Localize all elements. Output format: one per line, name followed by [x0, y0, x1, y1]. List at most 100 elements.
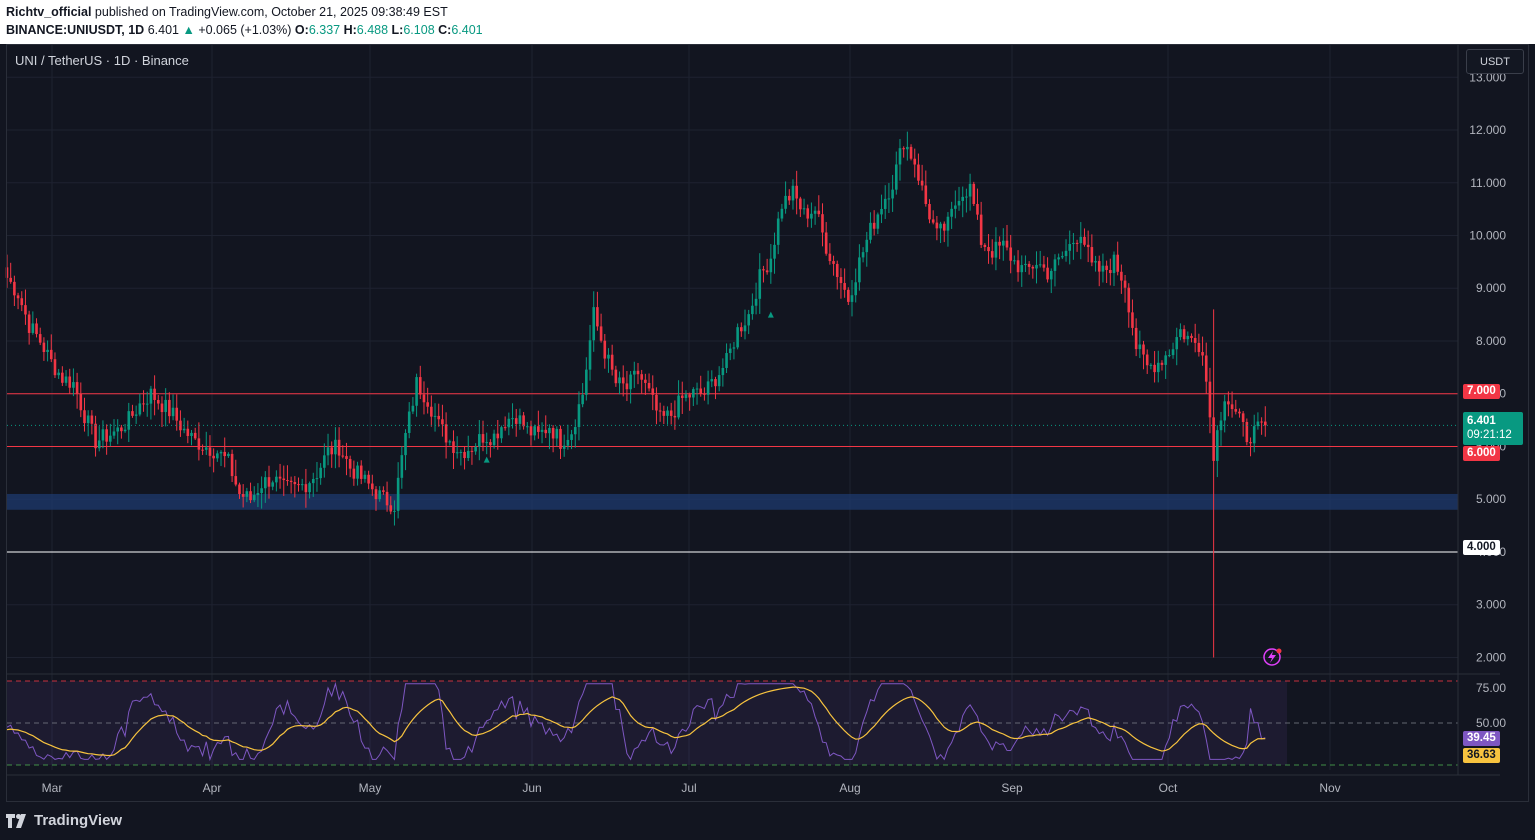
level-label-6: 6.000: [1463, 446, 1500, 461]
candle-body: [13, 281, 16, 296]
candle-body: [83, 410, 86, 424]
candle-body: [1182, 329, 1186, 340]
candle-body: [197, 438, 201, 450]
candle-body: [1193, 338, 1197, 343]
candle-body: [426, 402, 429, 407]
price-chart[interactable]: 13.00012.00011.00010.0009.0008.0007.0006…: [0, 0, 1535, 805]
candle-body: [219, 451, 223, 454]
candle-body: [1153, 364, 1156, 373]
change-arrow-icon: ▲: [182, 23, 195, 37]
candle-body: [286, 480, 289, 482]
candle-body: [1164, 355, 1167, 365]
candle-body: [46, 349, 49, 353]
candle-body: [418, 377, 422, 395]
candle-body: [1142, 344, 1145, 355]
candle-body: [998, 241, 1001, 246]
ohlc-line: BINANCE:UNIUSDT, 1D 6.401 ▲ +0.065 (+1.0…: [6, 23, 483, 37]
candle-body: [533, 426, 536, 436]
candle-body: [389, 505, 393, 512]
candle-body: [1249, 442, 1252, 444]
candle-body: [813, 210, 817, 214]
price-tick-label: 10.000: [1469, 229, 1506, 243]
candle-body: [728, 348, 732, 354]
candle-body: [1204, 355, 1208, 382]
candle-body: [489, 442, 492, 446]
candle-body: [677, 395, 680, 418]
candle-body: [289, 480, 293, 483]
candle-body: [835, 263, 839, 278]
candle-body: [94, 423, 97, 449]
candle-body: [382, 490, 385, 492]
candle-body: [404, 432, 407, 456]
candle-body: [655, 394, 658, 411]
candle-body: [931, 219, 935, 223]
time-tick-label: Aug: [839, 781, 860, 795]
candle-body: [160, 403, 164, 413]
candle-body: [854, 282, 857, 296]
candle-body: [747, 314, 750, 326]
candle-body: [824, 232, 828, 254]
candle-body: [614, 369, 618, 384]
candle-body: [821, 214, 824, 233]
candle-body: [212, 455, 215, 459]
candle-body: [1094, 261, 1097, 263]
candle-body: [223, 451, 227, 457]
candle-body: [315, 478, 319, 480]
candle-body: [832, 261, 835, 264]
close-label: C:: [438, 23, 452, 37]
candle-body: [954, 205, 957, 209]
price-tick-label: 8.000: [1476, 334, 1506, 348]
candle-body: [636, 370, 640, 375]
candle-body: [1105, 265, 1108, 270]
candle-body: [666, 410, 669, 416]
author-name[interactable]: Richtv_official: [6, 5, 92, 19]
candle-body: [16, 295, 20, 299]
candle-body: [252, 495, 256, 501]
candle-body: [385, 491, 389, 506]
price-tick-label: 5.000: [1476, 492, 1506, 506]
candle-body: [990, 251, 994, 258]
candle-body: [669, 410, 673, 416]
candle-body: [503, 427, 507, 429]
candle-body: [1005, 240, 1009, 248]
candle-body: [216, 453, 219, 459]
currency-button[interactable]: USDT: [1466, 49, 1524, 74]
candle-body: [179, 420, 182, 431]
price-tick-label: 3.000: [1476, 598, 1506, 612]
tradingview-logo[interactable]: TradingView: [6, 812, 122, 829]
candle-body: [1068, 244, 1072, 251]
candle-body: [1072, 242, 1075, 245]
candle-body: [134, 414, 138, 416]
rsi-ma-badge: 36.63: [1463, 748, 1500, 763]
candle-body: [1049, 270, 1053, 280]
candle-body: [721, 367, 725, 376]
candle-body: [629, 374, 632, 390]
candle-body: [474, 446, 477, 452]
candle-body: [278, 476, 282, 479]
candle-body: [703, 393, 706, 395]
candle-body: [326, 447, 330, 456]
candle-body: [241, 494, 245, 497]
candle-body: [1090, 247, 1094, 263]
footer-bar: [0, 805, 1535, 840]
candle-body: [909, 146, 913, 159]
candle-body: [367, 474, 370, 484]
candle-body: [249, 491, 252, 501]
price-tick-label: 12.000: [1469, 123, 1506, 137]
candle-body: [588, 340, 592, 370]
candle-body: [374, 489, 378, 500]
chart-symbol-title[interactable]: UNI / TetherUS · 1D · Binance: [15, 53, 189, 68]
candle-body: [116, 427, 119, 432]
candle-body: [300, 484, 304, 486]
price-tick-label: 9.000: [1476, 281, 1506, 295]
candle-body: [1179, 329, 1182, 338]
candle-body: [880, 208, 883, 215]
candle-body: [49, 349, 53, 360]
candle-body: [68, 376, 72, 388]
candle-body: [876, 214, 880, 229]
candle-body: [1097, 261, 1101, 272]
candle-body: [422, 394, 426, 403]
candle-body: [415, 377, 418, 406]
candle-body: [1116, 254, 1119, 272]
candle-body: [1223, 401, 1226, 421]
